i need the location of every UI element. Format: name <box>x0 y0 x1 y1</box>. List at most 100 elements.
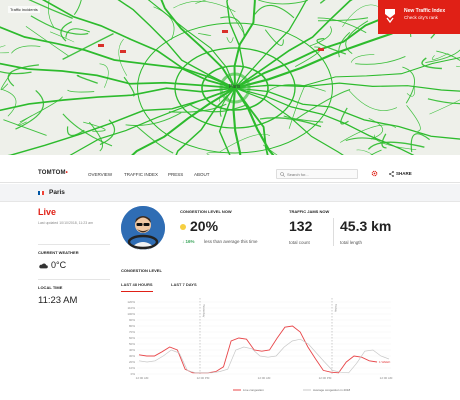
search-icon <box>280 172 285 177</box>
road-line <box>317 17 367 34</box>
road-line <box>195 0 207 4</box>
local-time-title: LOCAL TIME <box>38 285 63 290</box>
road-line <box>258 0 308 5</box>
road-line <box>118 38 128 76</box>
road-line <box>348 90 398 111</box>
road-line <box>0 62 236 89</box>
road-line <box>381 133 387 149</box>
road-line <box>0 26 236 89</box>
road-line <box>234 0 308 89</box>
road-line <box>232 87 242 155</box>
incident-marker[interactable] <box>98 44 104 47</box>
traffic-jams-title: TRAFFIC JAMS NOW <box>289 209 330 214</box>
y-tick-label: 70% <box>129 330 135 334</box>
road-line <box>410 133 430 153</box>
road-line <box>2 89 17 117</box>
traffic-incidents-label[interactable]: Traffic incidents <box>8 6 40 13</box>
road-line <box>254 4 295 19</box>
y-tick-label: 100% <box>127 312 135 316</box>
divider <box>333 218 334 246</box>
road-line <box>0 70 32 75</box>
road-line <box>7 87 236 155</box>
road-line <box>168 103 227 113</box>
road-line <box>429 99 460 115</box>
road-line <box>30 15 89 35</box>
road-line <box>264 29 284 46</box>
cloud-icon <box>39 263 48 269</box>
nav-traffic-index[interactable]: TRAFFIC INDEX <box>124 172 159 177</box>
y-tick-label: 80% <box>129 324 135 328</box>
road-line <box>356 149 374 155</box>
road-line <box>73 0 82 16</box>
search-input[interactable] <box>287 171 355 178</box>
series-line-average <box>138 338 390 374</box>
x-tick-label: 12:00 PM <box>197 376 210 380</box>
road-line <box>350 54 375 63</box>
road-line <box>11 45 41 54</box>
road-line <box>340 107 349 125</box>
traffic-map[interactable]: Traffic incidents Paris New Traffic Inde… <box>0 0 460 155</box>
incident-marker[interactable] <box>318 48 324 51</box>
road-line <box>67 89 95 93</box>
road-line <box>234 87 275 155</box>
road-line <box>374 134 417 151</box>
road-line <box>189 103 247 113</box>
road-line <box>233 0 256 89</box>
search-box[interactable] <box>276 169 358 179</box>
road-line <box>47 0 55 28</box>
y-tick-label: 90% <box>129 318 135 322</box>
road-line <box>135 125 174 154</box>
incident-marker[interactable] <box>120 50 126 53</box>
tab-last-48-hours[interactable]: LAST 48 HOURS <box>121 282 153 292</box>
road-line <box>65 28 90 38</box>
end-label: 1 WEEK <box>379 360 390 364</box>
y-tick-label: 60% <box>129 336 135 340</box>
divider <box>38 279 110 280</box>
road-line <box>198 33 212 36</box>
road-line <box>206 152 235 155</box>
road-line <box>76 74 98 84</box>
x-tick-label: 12:00 AM <box>136 376 149 380</box>
road-line <box>370 149 382 155</box>
road-line <box>294 46 321 67</box>
road-line <box>7 64 39 87</box>
road-line <box>62 33 114 60</box>
nav-about[interactable]: ABOUT <box>194 172 210 177</box>
road-line <box>234 57 460 89</box>
tab-last-7-days[interactable]: LAST 7 DAYS <box>171 282 197 287</box>
ring-road <box>201 65 269 111</box>
road-line <box>293 88 351 121</box>
road-line <box>436 50 460 62</box>
road-line <box>175 87 236 155</box>
day-marker-label: Yesterday <box>202 304 206 318</box>
road-line <box>66 126 85 136</box>
road-line <box>3 119 47 136</box>
road-line <box>431 53 449 60</box>
road-line <box>0 87 236 112</box>
share-label: SHARE <box>396 171 412 176</box>
y-tick-label: 10% <box>129 366 135 370</box>
trophy-icon <box>385 9 395 24</box>
congestion-chart[interactable]: 0% 10% 20% 30% 40% 50% 60% 70% 80% 90% 100% 110% 120… <box>121 298 406 396</box>
jams-count-value: 132 <box>289 218 313 234</box>
tomtom-logo[interactable]: TOMTOM• <box>38 170 68 176</box>
nav-press[interactable]: PRESS <box>168 172 184 177</box>
gear-icon[interactable] <box>371 170 378 177</box>
road-line <box>0 45 10 54</box>
nav-overview[interactable]: OVERVIEW <box>88 172 113 177</box>
road-line <box>406 85 416 97</box>
y-tick-label: 110% <box>128 306 136 310</box>
road-line <box>83 121 106 132</box>
road-line <box>234 87 460 140</box>
incident-marker[interactable] <box>222 30 228 33</box>
road-line <box>125 112 182 126</box>
map-city-label: Paris <box>229 84 241 90</box>
driver-avatar <box>121 206 165 250</box>
y-tick-label: 120% <box>127 300 135 304</box>
road-line <box>218 87 236 155</box>
road-line <box>219 133 271 153</box>
city-name: Paris <box>49 189 65 196</box>
road-line <box>234 87 269 155</box>
new-traffic-index-banner[interactable]: New Traffic Index Check city's rank <box>378 0 460 34</box>
local-time-value: 11:23 AM <box>38 295 78 306</box>
